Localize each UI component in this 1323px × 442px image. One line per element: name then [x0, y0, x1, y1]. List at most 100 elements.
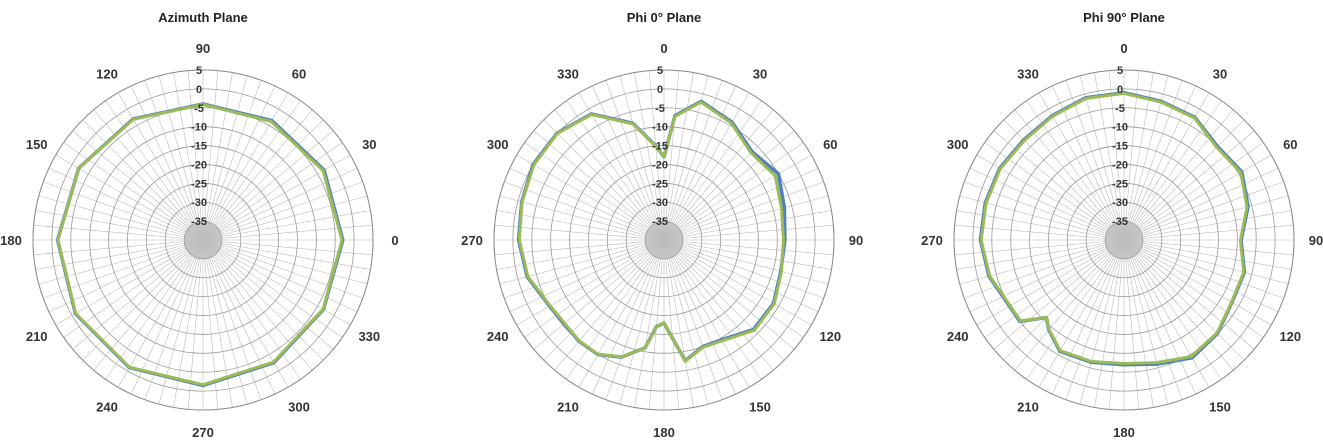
ring-gridline — [644, 220, 684, 260]
spoke-gridline — [202, 181, 363, 241]
angle-label-120: 120 — [96, 67, 118, 82]
spoke-gridline — [516, 239, 665, 326]
spoke-gridline — [959, 239, 1125, 285]
spoke-gridline — [1123, 109, 1234, 241]
angle-label-0: 0 — [391, 233, 398, 248]
spoke-gridline — [605, 239, 665, 400]
spoke-gridline — [663, 142, 804, 241]
spoke-gridline — [663, 239, 680, 410]
spoke-gridline — [202, 80, 262, 241]
polar-chart-phi-90-plane: Phi 90° Plane 5 0 -5 -10 -15 -20 -25 -30 -35 0 30 6… — [921, 10, 1323, 440]
angle-label-300: 300 — [487, 137, 509, 152]
r-tick-label-5: 5 — [196, 65, 202, 77]
spoke-gridline — [663, 154, 812, 241]
ring-gridline — [625, 201, 703, 279]
spoke-gridline — [1094, 72, 1125, 241]
chart-title: Phi 90° Plane — [1083, 10, 1165, 25]
spoke-gridline — [663, 100, 762, 241]
angle-label-270: 270 — [461, 233, 483, 248]
spoke-gridline — [509, 167, 665, 241]
r-tick-label-15: -15 — [652, 141, 668, 153]
spoke-gridline — [202, 239, 358, 313]
spoke-gridline — [1038, 239, 1125, 388]
spoke-gridline — [504, 239, 665, 299]
spoke-gridline — [158, 75, 204, 241]
angle-label-270: 270 — [921, 233, 943, 248]
polar-chart-phi-0-plane: Phi 0° Plane 5 0 -5 -10 -15 -20 -25 -30 -35 0 30 60… — [461, 10, 863, 440]
spoke-gridline — [663, 239, 774, 371]
spoke-gridline — [509, 239, 665, 313]
spoke-gridline — [38, 195, 204, 241]
angle-label-330: 330 — [557, 67, 579, 82]
r-tick-label-10: -10 — [191, 122, 207, 134]
angle-label-210: 210 — [557, 399, 579, 414]
spoke-gridline — [1123, 167, 1279, 241]
spoke-gridline — [566, 100, 665, 241]
spoke-gridline — [1123, 142, 1264, 241]
spoke-gridline — [964, 239, 1125, 299]
spoke-gridline — [993, 239, 1125, 350]
spoke-gridline — [1108, 239, 1125, 410]
spoke-gridline — [1123, 195, 1289, 241]
spoke-gridline — [591, 85, 665, 241]
spoke-gridline — [202, 239, 373, 256]
spoke-gridline — [202, 130, 334, 241]
series-line-2 — [56, 102, 344, 387]
spoke-gridline — [663, 224, 834, 241]
spoke-gridline — [554, 239, 665, 371]
angle-label-240: 240 — [947, 329, 969, 344]
spoke-gridline — [1065, 239, 1125, 400]
spoke-gridline — [1123, 239, 1169, 405]
spoke-gridline — [554, 109, 665, 241]
spoke-gridline — [533, 239, 665, 350]
spoke-gridline — [1123, 239, 1154, 408]
spoke-gridline — [663, 239, 723, 400]
spoke-gridline — [130, 239, 204, 395]
spoke-gridline — [663, 239, 750, 388]
spoke-gridline — [1065, 80, 1125, 241]
spoke-gridline — [663, 195, 829, 241]
spoke-gridline — [202, 85, 276, 241]
outer-ring — [493, 69, 835, 411]
angle-label-0: 0 — [1120, 41, 1127, 56]
ring-gridline — [550, 126, 778, 354]
ring-gridline — [127, 164, 279, 316]
spoke-gridline — [1123, 239, 1284, 299]
ring-gridline — [972, 88, 1276, 392]
spoke-gridline — [663, 239, 834, 256]
angle-label-60: 60 — [1283, 137, 1297, 152]
spoke-gridline — [202, 239, 233, 408]
spoke-gridline — [1123, 210, 1292, 241]
spoke-gridline — [516, 154, 665, 241]
spoke-gridline — [63, 239, 204, 338]
spoke-gridline — [663, 130, 795, 241]
ring-gridline — [70, 107, 336, 373]
angle-label-150: 150 — [1209, 399, 1231, 414]
spoke-gridline — [663, 239, 762, 380]
r-tick-label-30: -30 — [1112, 197, 1128, 209]
spoke-gridline — [524, 142, 665, 241]
spoke-gridline — [202, 239, 324, 361]
ring-gridline — [1010, 126, 1238, 354]
ring-gridline — [588, 164, 740, 316]
spoke-gridline — [591, 239, 665, 395]
angle-label-30: 30 — [753, 67, 767, 82]
ring-gridline — [164, 201, 242, 279]
angle-label-60: 60 — [823, 137, 837, 152]
spoke-gridline — [202, 239, 343, 338]
angle-label-330: 330 — [1017, 67, 1039, 82]
spoke-gridline — [1051, 239, 1125, 395]
ring-gridline — [1066, 182, 1182, 298]
r-tick-label-20: -20 — [652, 159, 668, 171]
spoke-gridline — [496, 210, 665, 241]
spoke-gridline — [605, 80, 665, 241]
spoke-gridline — [494, 224, 665, 241]
spoke-gridline — [1026, 239, 1125, 380]
spoke-gridline — [202, 92, 289, 241]
r-tick-label-5: -5 — [194, 103, 204, 115]
r-tick-label-25: -25 — [191, 178, 207, 190]
spoke-gridline — [663, 109, 774, 241]
spoke-gridline — [663, 239, 829, 285]
spoke-gridline — [1123, 239, 1289, 285]
angle-label-270: 270 — [192, 425, 214, 440]
